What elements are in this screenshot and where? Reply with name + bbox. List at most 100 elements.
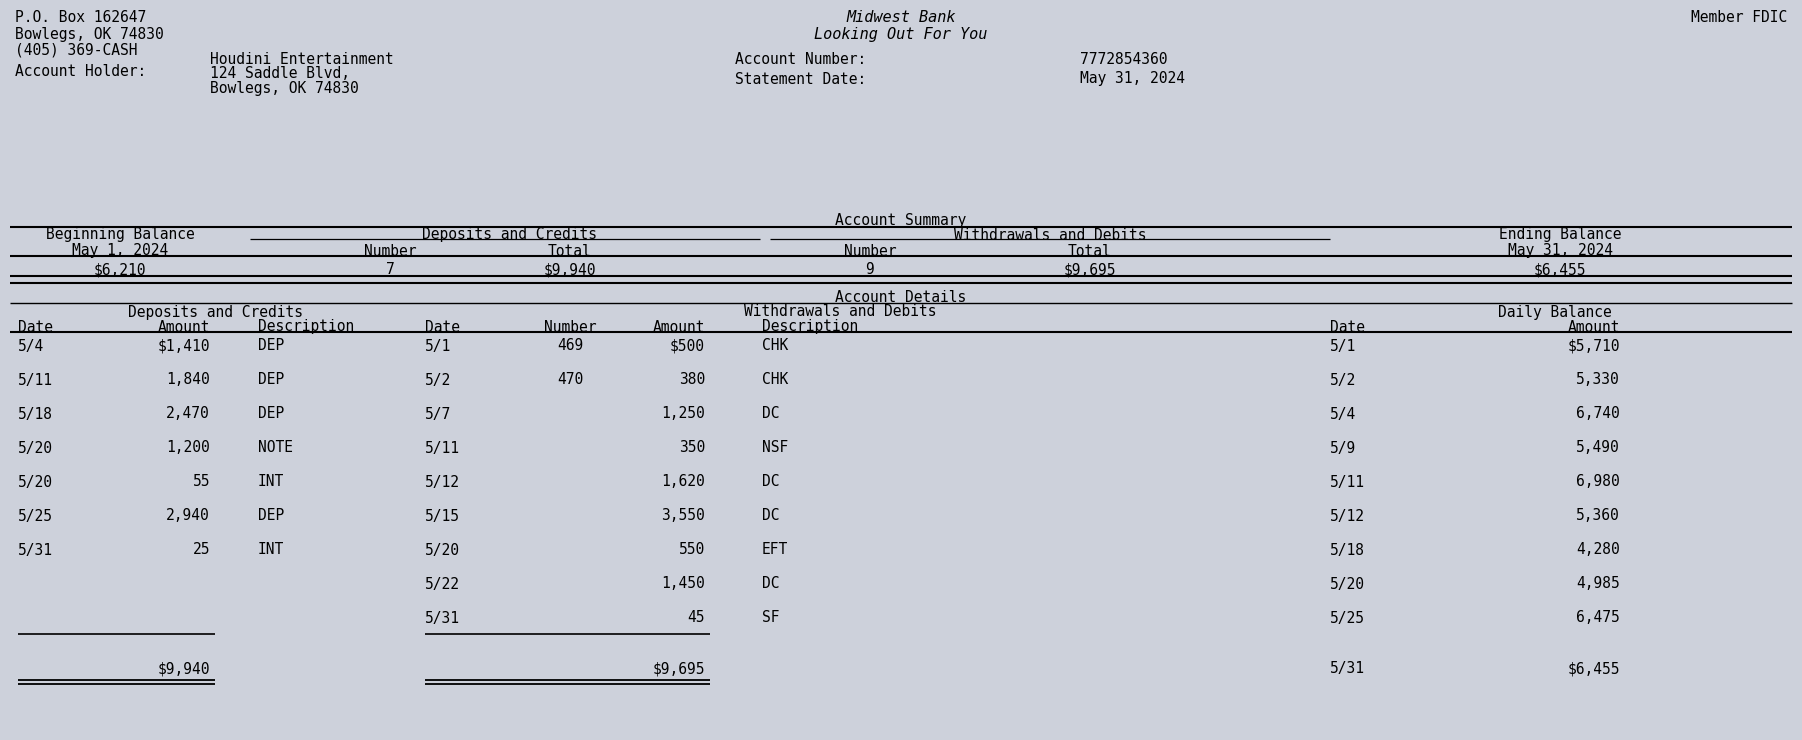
Text: 350: 350 [679, 440, 705, 456]
Text: 5/18: 5/18 [18, 406, 52, 422]
Text: $500: $500 [670, 338, 705, 354]
Text: 6,475: 6,475 [1577, 610, 1620, 625]
Text: 1,200: 1,200 [166, 440, 211, 456]
Text: 5/25: 5/25 [1330, 610, 1364, 625]
Text: May 1, 2024: May 1, 2024 [72, 243, 168, 258]
Text: 7: 7 [386, 263, 395, 278]
Text: Deposits and Credits: Deposits and Credits [128, 304, 303, 320]
Text: Ending Balance: Ending Balance [1499, 227, 1622, 243]
Text: Date: Date [1330, 320, 1364, 334]
Text: 1,450: 1,450 [661, 576, 705, 591]
Text: 5/7: 5/7 [425, 406, 450, 422]
Text: NSF: NSF [762, 440, 787, 456]
Text: 5/9: 5/9 [1330, 440, 1357, 456]
Text: 2,470: 2,470 [166, 406, 211, 422]
Text: Daily Balance: Daily Balance [1497, 304, 1611, 320]
Text: (405) 369-CASH: (405) 369-CASH [14, 42, 137, 58]
Text: 5/2: 5/2 [425, 372, 450, 388]
Text: 5/15: 5/15 [425, 508, 460, 523]
Text: 5/1: 5/1 [1330, 338, 1357, 354]
Text: 5/11: 5/11 [425, 440, 460, 456]
Text: Number: Number [364, 243, 416, 258]
Text: 5/20: 5/20 [18, 440, 52, 456]
Text: Member FDIC: Member FDIC [1690, 10, 1788, 25]
Text: CHK: CHK [762, 338, 787, 354]
Text: Account Summary: Account Summary [836, 212, 966, 227]
Text: 6,740: 6,740 [1577, 406, 1620, 422]
Text: DC: DC [762, 474, 780, 489]
Text: DC: DC [762, 576, 780, 591]
Text: 5/2: 5/2 [1330, 372, 1357, 388]
Text: INT: INT [258, 542, 285, 557]
Text: 5,330: 5,330 [1577, 372, 1620, 388]
Text: Description: Description [258, 320, 355, 334]
Text: May 31, 2024: May 31, 2024 [1508, 243, 1613, 258]
Text: Beginning Balance: Beginning Balance [45, 227, 195, 243]
Text: Looking Out For You: Looking Out For You [815, 27, 987, 41]
Text: 6,980: 6,980 [1577, 474, 1620, 489]
Text: $6,455: $6,455 [1534, 263, 1586, 278]
Text: DEP: DEP [258, 406, 285, 422]
Text: 5/18: 5/18 [1330, 542, 1364, 557]
Text: 124 Saddle Blvd,: 124 Saddle Blvd, [211, 67, 350, 81]
Text: 2,940: 2,940 [166, 508, 211, 523]
Text: $6,210: $6,210 [94, 263, 146, 278]
Text: 380: 380 [679, 372, 705, 388]
Text: 550: 550 [679, 542, 705, 557]
Text: Total: Total [548, 243, 591, 258]
Text: DEP: DEP [258, 372, 285, 388]
Text: 5/1: 5/1 [425, 338, 450, 354]
Text: Date: Date [425, 320, 460, 334]
Text: 5/12: 5/12 [1330, 508, 1364, 523]
Text: 55: 55 [193, 474, 211, 489]
Text: 9: 9 [865, 263, 874, 278]
Text: $9,695: $9,695 [1063, 263, 1115, 278]
Text: EFT: EFT [762, 542, 787, 557]
Text: Bowlegs, OK 74830: Bowlegs, OK 74830 [14, 27, 164, 41]
Text: 1,250: 1,250 [661, 406, 705, 422]
Text: May 31, 2024: May 31, 2024 [1079, 72, 1186, 87]
Text: Number: Number [544, 320, 596, 334]
Text: Total: Total [1069, 243, 1112, 258]
Text: Amount: Amount [1568, 320, 1620, 334]
Text: Amount: Amount [652, 320, 705, 334]
Text: Account Holder:: Account Holder: [14, 64, 146, 79]
Text: 5/20: 5/20 [1330, 576, 1364, 591]
Text: 5/25: 5/25 [18, 508, 52, 523]
Text: 5/31: 5/31 [1330, 662, 1364, 676]
Text: 7772854360: 7772854360 [1079, 52, 1168, 67]
Text: NOTE: NOTE [258, 440, 294, 456]
Text: Account Details: Account Details [836, 289, 966, 304]
Text: 45: 45 [688, 610, 705, 625]
Text: Amount: Amount [157, 320, 211, 334]
Text: 5,490: 5,490 [1577, 440, 1620, 456]
Text: 5/22: 5/22 [425, 576, 460, 591]
Text: DC: DC [762, 406, 780, 422]
Text: DC: DC [762, 508, 780, 523]
Text: 5/20: 5/20 [425, 542, 460, 557]
Text: Description: Description [762, 320, 858, 334]
Text: 5/11: 5/11 [18, 372, 52, 388]
Text: Withdrawals and Debits: Withdrawals and Debits [744, 304, 937, 320]
Text: SF: SF [762, 610, 780, 625]
Text: INT: INT [258, 474, 285, 489]
Text: Statement Date:: Statement Date: [735, 72, 867, 87]
Text: Deposits and Credits: Deposits and Credits [422, 227, 598, 243]
Text: $5,710: $5,710 [1568, 338, 1620, 354]
Text: $6,455: $6,455 [1568, 662, 1620, 676]
Text: 1,840: 1,840 [166, 372, 211, 388]
Text: Number: Number [843, 243, 896, 258]
Text: Houdini Entertainment: Houdini Entertainment [211, 52, 395, 67]
Text: 5/4: 5/4 [1330, 406, 1357, 422]
Text: $1,410: $1,410 [157, 338, 211, 354]
Text: 5/20: 5/20 [18, 474, 52, 489]
Text: Account Number:: Account Number: [735, 52, 867, 67]
Text: 4,985: 4,985 [1577, 576, 1620, 591]
Text: 3,550: 3,550 [661, 508, 705, 523]
Text: DEP: DEP [258, 338, 285, 354]
Text: 5/12: 5/12 [425, 474, 460, 489]
Text: 469: 469 [557, 338, 584, 354]
Text: 5/4: 5/4 [18, 338, 45, 354]
Text: Bowlegs, OK 74830: Bowlegs, OK 74830 [211, 81, 359, 96]
Text: 5/11: 5/11 [1330, 474, 1364, 489]
